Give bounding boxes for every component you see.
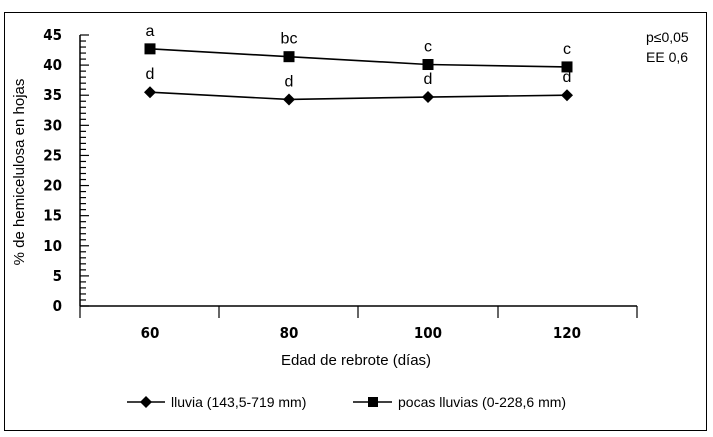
legend: lluvia (143,5-719 mm) pocas lluvias (0-2…	[127, 394, 566, 410]
significance-annotation: p≤0,05	[646, 29, 689, 45]
chart-frame	[4, 12, 707, 431]
significance-letter-pocas-lluvias: bc	[281, 31, 298, 48]
y-tick-label: 25	[43, 146, 62, 164]
significance-letter-lluvia: d	[563, 69, 572, 86]
y-tick-label: 20	[43, 177, 62, 195]
y-tick-label: 45	[43, 26, 62, 44]
series-layer: d d d d a bc c c	[144, 23, 573, 106]
standard-error-annotation: EE 0,6	[646, 49, 688, 65]
data-point-pocas-lluvias	[283, 51, 295, 63]
y-tick-label: 5	[53, 267, 62, 285]
significance-letter-pocas-lluvias: a	[146, 23, 155, 40]
legend-item-pocas-lluvias: pocas lluvias (0-228,6 mm)	[353, 394, 566, 410]
significance-letter-pocas-lluvias: c	[424, 39, 432, 56]
legend-label-lluvia: lluvia (143,5-719 mm)	[171, 394, 306, 410]
x-tick-label: 100	[414, 324, 442, 342]
data-point-lluvia	[144, 86, 156, 99]
series-line-pocas-lluvias	[149, 48, 568, 68]
series-line-lluvia	[149, 91, 568, 101]
y-tick-label: 40	[43, 56, 62, 74]
x-tick-label: 80	[280, 324, 299, 342]
significance-letter-lluvia: d	[424, 71, 433, 88]
significance-letter-lluvia: d	[146, 66, 155, 83]
y-tick-label: 30	[43, 116, 62, 134]
significance-letter-pocas-lluvias: c	[563, 41, 571, 58]
y-tick-label: 0	[53, 297, 62, 315]
y-tick-label: 35	[43, 86, 62, 104]
x-tick-label: 60	[141, 324, 160, 342]
data-point-lluvia	[422, 91, 434, 104]
y-tick-label: 10	[43, 237, 62, 255]
legend-diamond-marker	[140, 396, 152, 408]
x-tick-label: 120	[553, 324, 581, 342]
legend-square-marker	[368, 397, 378, 407]
legend-label-pocas-lluvias: pocas lluvias (0-228,6 mm)	[398, 394, 566, 410]
data-point-pocas-lluvias	[144, 43, 156, 55]
x-axis-title: Edad de rebrote (días)	[281, 352, 431, 369]
y-tick-label: 15	[43, 207, 62, 225]
legend-item-lluvia: lluvia (143,5-719 mm)	[127, 394, 306, 410]
data-point-pocas-lluvias	[561, 61, 573, 73]
y-axis-title: % de hemicelulosa en hojas	[11, 79, 28, 266]
axes: 0 5 10 15 20 25 30 35 40 45 60 80 100 120	[43, 26, 638, 342]
data-point-lluvia	[283, 93, 295, 106]
data-point-lluvia	[561, 89, 573, 102]
significance-letter-lluvia: d	[285, 73, 294, 90]
data-point-pocas-lluvias	[422, 59, 434, 71]
